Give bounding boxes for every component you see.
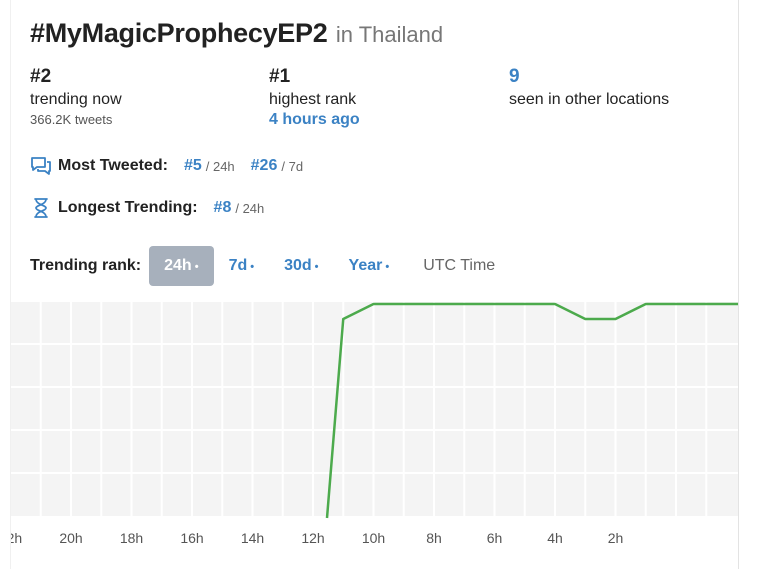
current-rank: #2: [30, 66, 52, 87]
utc-time-toggle[interactable]: UTC Time: [423, 257, 496, 274]
tweet-count: 366.2K tweets: [30, 112, 113, 127]
range-selector: Trending rank: 24h • 7d • 30d • Year • UTC T…: [30, 246, 510, 286]
x-tick-label: 8h: [426, 530, 442, 546]
longest-trending-label: Longest Trending:: [58, 199, 198, 216]
x-tick-label: 16h: [180, 530, 203, 546]
highest-rank-time-link[interactable]: 4 hours ago: [269, 111, 360, 128]
x-tick-label: 2h: [608, 530, 624, 546]
highest-rank-label: highest rank: [269, 91, 357, 108]
most-tweeted-rank-24h-link[interactable]: #5: [183, 157, 202, 174]
range-button-30d[interactable]: 30d •: [284, 257, 319, 274]
chat-bubbles-icon: [31, 157, 51, 175]
location-label: in Thailand: [335, 22, 444, 47]
range-button-24h[interactable]: 24h •: [149, 246, 214, 286]
rank-line-chart: 22h 20h 18h 16h 14h 12h 10h 8h 6h 4h 2h: [11, 302, 738, 546]
title-row: #MyMagicProphecyEP2 in Thailand: [30, 18, 443, 49]
range-button-year[interactable]: Year •: [348, 257, 390, 274]
range-label: Trending rank:: [30, 257, 142, 274]
x-tick-label: 14h: [241, 530, 264, 546]
longest-trending-row: Longest Trending: #8 / 24h: [30, 198, 280, 218]
most-tweeted-period-24h: / 24h: [205, 158, 235, 174]
most-tweeted-period-7d: / 7d: [281, 158, 304, 174]
x-tick-label: 10h: [362, 530, 385, 546]
longest-trending-rank-link[interactable]: #8: [213, 199, 232, 216]
most-tweeted-rank-7d-link[interactable]: #26: [250, 157, 278, 174]
highest-rank: #1: [269, 66, 291, 87]
most-tweeted-label: Most Tweeted:: [58, 157, 168, 174]
current-rank-label: trending now: [30, 91, 122, 108]
other-locations-count-link[interactable]: 9: [509, 66, 520, 87]
x-tick-label: 6h: [487, 530, 503, 546]
x-tick-label: 12h: [301, 530, 324, 546]
x-tick-label: 18h: [120, 530, 143, 546]
x-tick-label: 20h: [59, 530, 82, 546]
longest-trending-period: / 24h: [235, 200, 265, 216]
x-tick-label: 4h: [547, 530, 563, 546]
trend-card: #MyMagicProphecyEP2 in Thailand #2 trend…: [10, 0, 739, 569]
x-tick-label: 22h: [11, 530, 22, 546]
stat-highest-rank: #1 highest rank 4 hours ago: [269, 66, 360, 130]
stat-other-locations: 9 seen in other locations: [509, 66, 669, 110]
most-tweeted-row: Most Tweeted: #5 / 24h #26 / 7d: [30, 156, 319, 176]
range-button-7d[interactable]: 7d •: [228, 257, 255, 274]
hourglass-icon: [34, 198, 48, 218]
other-locations-label: seen in other locations: [509, 91, 670, 108]
rank-series-line: [325, 302, 738, 519]
hashtag-title[interactable]: #MyMagicProphecyEP2: [30, 18, 328, 48]
stat-trending-now: #2 trending now 366.2K tweets: [30, 66, 122, 128]
